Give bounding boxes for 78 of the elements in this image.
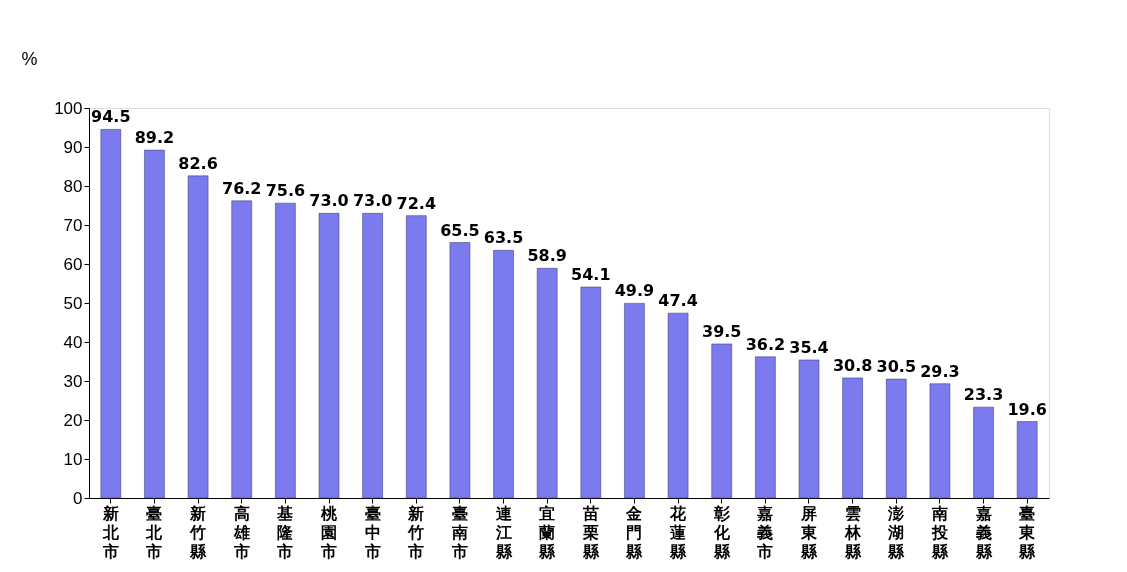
x-tick-label: 臺東縣	[1018, 504, 1037, 560]
data-label: 35.4	[789, 337, 829, 357]
bar	[144, 149, 165, 499]
y-tick-label: 50	[63, 293, 83, 313]
x-tick-label: 臺中市	[363, 504, 381, 560]
bar	[100, 129, 122, 499]
bar	[536, 268, 558, 499]
x-tick-label: 臺南市	[450, 504, 468, 560]
data-label: 65.5	[440, 220, 480, 240]
x-tick-label: 苗栗縣	[581, 504, 600, 560]
y-tick-label: 30	[63, 371, 83, 391]
data-label: 58.9	[527, 246, 567, 266]
data-label: 94.5	[91, 107, 131, 127]
y-tick-label: 20	[63, 410, 83, 430]
bar	[449, 242, 471, 499]
data-label: 47.4	[658, 291, 698, 311]
data-label: 23.3	[963, 385, 1004, 405]
y-tick-label: 90	[63, 137, 83, 157]
y-tick-label: 10	[63, 449, 83, 469]
bar	[275, 202, 296, 499]
x-tick-label: 新北市	[101, 504, 120, 560]
x-tick-label: 嘉義縣	[974, 504, 993, 560]
y-tick-label: 100	[54, 98, 83, 118]
bar	[973, 406, 994, 499]
x-tick-label: 基隆市	[276, 504, 294, 560]
x-tick-label: 新竹市	[407, 504, 425, 560]
data-label: 82.6	[178, 153, 218, 173]
bar	[493, 250, 514, 499]
data-label: 75.6	[265, 181, 306, 201]
x-tick-label: 連江縣	[494, 504, 513, 560]
data-label: 63.5	[483, 228, 524, 248]
x-tick-label: 高雄市	[232, 503, 250, 560]
x-tick-label: 嘉義市	[756, 504, 774, 560]
y-tick-label: 60	[63, 254, 83, 274]
y-tick-label: 80	[63, 176, 83, 196]
x-tick-label: 宜蘭縣	[538, 503, 557, 560]
x-tick-label: 屏東縣	[800, 504, 818, 560]
y-tick-label: 70	[63, 215, 83, 235]
data-label: 54.1	[571, 265, 611, 285]
data-label: 76.2	[221, 178, 262, 198]
x-tick-label: 花蓮縣	[669, 504, 688, 560]
data-label: 30.8	[832, 355, 873, 375]
bar	[667, 312, 689, 499]
bar	[929, 383, 951, 499]
data-label: 89.2	[134, 128, 175, 148]
data-label: 19.6	[1007, 399, 1047, 419]
bar	[362, 213, 383, 499]
data-label: 39.5	[701, 321, 742, 341]
x-tick-label: 南投縣	[930, 504, 949, 560]
data-label: 36.2	[745, 334, 786, 354]
data-label: 72.4	[396, 193, 437, 213]
y-tick-label: 0	[73, 488, 83, 508]
bar	[580, 286, 602, 499]
bar	[886, 378, 907, 499]
bar	[755, 356, 776, 499]
x-tick-label: 臺北市	[145, 504, 164, 560]
y-axis-title: %	[21, 48, 38, 69]
bar	[406, 215, 427, 499]
x-tick-label: 雲林縣	[843, 504, 862, 560]
bar	[318, 213, 340, 499]
data-label: 49.9	[614, 281, 655, 301]
bar	[1016, 421, 1038, 499]
x-tick-label: 澎湖縣	[887, 504, 906, 560]
x-tick-label: 彰化縣	[712, 504, 731, 560]
x-tick-label: 桃園市	[320, 504, 338, 560]
data-label: 30.5	[876, 357, 917, 377]
y-tick-label: 40	[63, 332, 83, 352]
x-tick-label: 新竹縣	[189, 504, 208, 560]
bar	[624, 303, 645, 499]
data-label: 29.3	[920, 361, 960, 381]
bar	[231, 200, 252, 499]
bar	[187, 175, 209, 499]
data-label: 73.0	[309, 191, 349, 211]
data-label: 73.0	[352, 191, 393, 211]
x-tick-label: 金門縣	[625, 504, 644, 560]
bar	[798, 359, 820, 499]
bar	[711, 343, 732, 499]
bar	[842, 377, 863, 499]
